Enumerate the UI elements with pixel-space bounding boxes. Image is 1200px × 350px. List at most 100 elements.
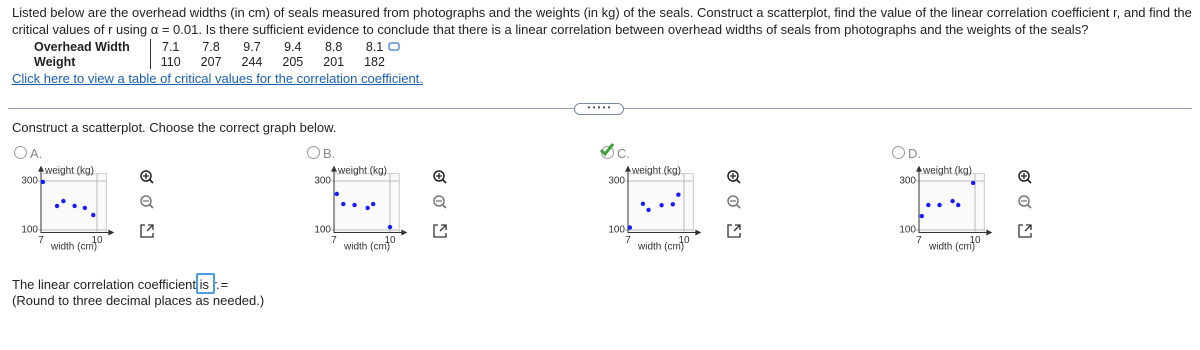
option-label: B. [323, 146, 336, 161]
y-axis-label: weight (kg) [922, 166, 972, 177]
expand [140, 224, 154, 238]
cell: Overhead Width [12, 39, 151, 54]
zoom-out-icon[interactable] [727, 195, 741, 209]
data-table: Overhead Width 7.1 7.8 9.7 9.4 8.8 8.1 Weight… [12, 39, 395, 69]
axes [627, 167, 700, 233]
handle [442, 204, 447, 209]
axes [333, 167, 406, 233]
cell: 9.7 [243, 39, 261, 54]
copy-icon[interactable] [388, 42, 400, 52]
point [334, 191, 339, 197]
point [926, 202, 931, 208]
y-tick-label: 300 [899, 176, 916, 187]
option-label: D. [908, 146, 921, 161]
point [387, 224, 393, 230]
critical-values-link[interactable]: Click here to view a table of critical v… [12, 71, 423, 86]
zoom-in-icon[interactable] [140, 170, 154, 184]
expand-icon[interactable] [433, 224, 447, 238]
expand [433, 224, 447, 238]
point [91, 212, 96, 218]
point [371, 201, 376, 207]
lens [140, 170, 152, 182]
point [640, 201, 646, 206]
point [54, 203, 60, 209]
x-tick-label: 7 [38, 235, 44, 246]
lens [433, 195, 445, 207]
mini-chart: 7 10 100 300 weight (kg) width (cm) [899, 166, 1032, 253]
x-axis-label: width (cm) [637, 242, 684, 253]
expand-icon[interactable] [140, 224, 154, 238]
x-axis-label: width (cm) [928, 242, 975, 253]
y-axis-label: weight (kg) [631, 166, 681, 177]
answer-hint: (Round to three decimal places as needed… [12, 293, 265, 308]
point [82, 205, 88, 211]
instruction: Construct a scatterplot. Choose the corr… [12, 120, 337, 135]
row: Weight 110 207 244 205 201 182 [12, 54, 395, 69]
zoom-out-icon[interactable] [1018, 195, 1032, 209]
lens [1018, 170, 1030, 182]
zoom-out-icon[interactable] [140, 195, 154, 209]
point [970, 180, 976, 186]
answer-input[interactable] [196, 273, 215, 294]
x-tick-label: 10 [969, 235, 981, 246]
point [352, 202, 357, 208]
y-tick-label: 100 [21, 225, 38, 236]
sign [143, 173, 149, 179]
cell: 205 [282, 54, 304, 69]
x-tick-label: 7 [331, 235, 337, 246]
x-tick-label: 7 [916, 235, 922, 246]
cell: 207 [200, 54, 222, 69]
lens [1018, 195, 1030, 207]
point [72, 203, 77, 209]
expand-icon[interactable] [1018, 224, 1032, 238]
sign [1021, 173, 1027, 179]
zoom-in-icon[interactable] [433, 170, 447, 184]
y-axis-label: weight (kg) [44, 166, 94, 177]
cell: Weight [12, 54, 151, 69]
option-label: C. [617, 146, 630, 161]
lens [727, 170, 739, 182]
point [659, 203, 664, 208]
point [365, 205, 370, 211]
x-tick-label: 10 [91, 235, 103, 246]
x-tick-label: 7 [625, 235, 631, 246]
cell: 8.8 [324, 39, 343, 54]
more-button[interactable]: • • • • • [574, 103, 624, 115]
handle [149, 179, 154, 184]
zoom-out-icon[interactable] [433, 195, 447, 209]
y-tick-label: 100 [314, 225, 331, 236]
point [919, 213, 924, 219]
lens [433, 170, 445, 182]
axes [40, 167, 113, 233]
question: Listed below are the overhead widths (in… [12, 5, 1192, 37]
point [40, 179, 46, 185]
lens [727, 195, 739, 207]
handle [1027, 179, 1032, 184]
handle [442, 179, 447, 184]
cell: 201 [323, 54, 345, 69]
point [676, 192, 681, 197]
sign [730, 173, 736, 179]
zoom-in-icon[interactable] [727, 170, 741, 184]
point [627, 225, 633, 230]
x-axis-label: width (cm) [343, 242, 390, 253]
point [341, 201, 346, 207]
point [61, 198, 66, 204]
radio[interactable] [307, 146, 320, 159]
radio[interactable] [892, 146, 905, 159]
check-mark [599, 143, 615, 156]
expand-icon[interactable] [727, 224, 741, 238]
x-axis-label: width (cm) [50, 242, 97, 253]
point [670, 202, 675, 207]
zoom-in-icon[interactable] [1018, 170, 1032, 184]
row: Overhead Width 7.1 7.8 9.7 9.4 8.8 8.1 [12, 39, 395, 54]
cell: 244 [241, 54, 263, 69]
handle [736, 204, 741, 209]
point [646, 207, 651, 213]
y-axis-label: weight (kg) [337, 166, 387, 177]
axes [918, 167, 991, 233]
point [937, 202, 942, 208]
cell: 8.1 [365, 39, 384, 54]
radio[interactable] [14, 146, 27, 159]
